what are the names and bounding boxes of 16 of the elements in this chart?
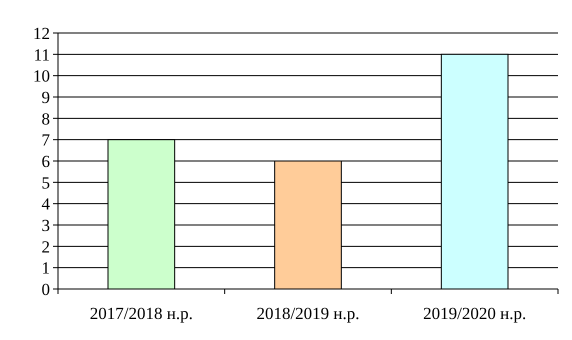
x-tick-label: 2017/2018 н.р. — [90, 304, 193, 323]
y-tick-label: 1 — [42, 258, 50, 278]
y-tick-label: 10 — [33, 66, 50, 86]
x-tick-label: 2018/2019 н.р. — [256, 304, 360, 323]
y-tick-label: 9 — [42, 88, 50, 107]
y-tick-label: 0 — [42, 280, 50, 299]
y-tick-label: 5 — [42, 173, 50, 192]
y-tick-label: 12 — [33, 24, 50, 43]
x-tick-label: 2019/2020 н.р. — [423, 304, 526, 323]
y-tick-label: 3 — [42, 216, 50, 235]
y-tick-label: 7 — [42, 130, 50, 150]
y-tick-label: 11 — [34, 45, 50, 64]
y-tick-label: 8 — [42, 109, 50, 128]
y-tick-label: 4 — [42, 194, 50, 214]
y-tick-label: 6 — [42, 152, 50, 171]
y-tick-label: 2 — [42, 237, 50, 256]
